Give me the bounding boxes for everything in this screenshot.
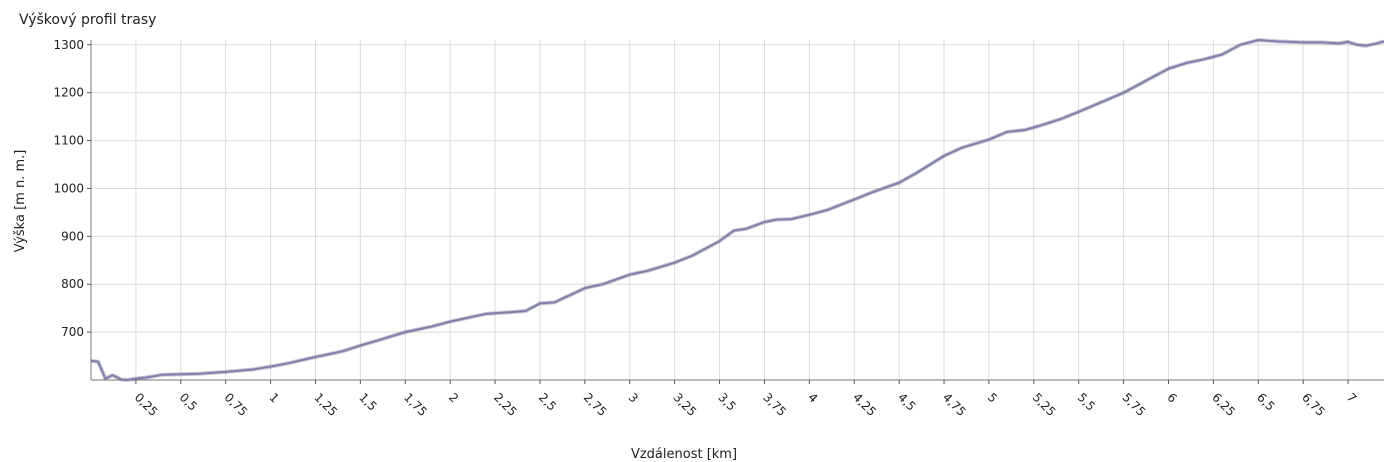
x-tick-label: 5,5 bbox=[1075, 390, 1098, 413]
grid-layer bbox=[91, 40, 1384, 380]
x-tick-label: 0,5 bbox=[177, 390, 200, 413]
elevation-line-shadow bbox=[90, 38, 1384, 382]
x-tick-label: 1,75 bbox=[401, 390, 430, 419]
x-tick-label: 1,25 bbox=[311, 390, 340, 419]
x-tick-label: 3,25 bbox=[671, 390, 700, 419]
x-tick-label: 2,25 bbox=[491, 390, 520, 419]
x-tick-label: 3 bbox=[626, 390, 641, 405]
x-tick-label: 2 bbox=[446, 390, 461, 405]
y-tick-label: 700 bbox=[61, 325, 84, 339]
x-tick-label: 6,5 bbox=[1254, 390, 1277, 413]
x-tick-label: 6,75 bbox=[1299, 390, 1328, 419]
y-tick-label: 1300 bbox=[53, 38, 84, 52]
x-tick-label: 4,25 bbox=[850, 390, 879, 419]
chart-title: Výškový profil trasy bbox=[19, 12, 157, 28]
x-tick-label: 5,25 bbox=[1030, 390, 1059, 419]
x-tick-label: 1,5 bbox=[356, 390, 379, 413]
ticks-layer: 700 800 900 1000 1100 1200 1300 0,25 0,5 0,75 1 1,2… bbox=[53, 38, 1359, 419]
x-tick-label: 1 bbox=[266, 390, 281, 405]
x-tick-label: 0,75 bbox=[222, 390, 251, 419]
x-tick-label: 6,25 bbox=[1209, 390, 1238, 419]
elevation-line bbox=[90, 39, 1384, 381]
y-tick-label: 1100 bbox=[53, 134, 84, 148]
x-tick-label: 3,75 bbox=[760, 390, 789, 419]
y-tick-label: 1200 bbox=[53, 86, 84, 100]
x-tick-label: 4 bbox=[805, 390, 820, 405]
x-tick-label: 5 bbox=[985, 390, 1000, 405]
x-axis-label: Vzdálenost [km] bbox=[631, 447, 737, 462]
y-tick-label: 900 bbox=[61, 229, 84, 243]
x-tick-label: 7 bbox=[1344, 390, 1359, 405]
y-tick-label: 1000 bbox=[53, 181, 84, 195]
y-tick-label: 800 bbox=[61, 277, 84, 291]
y-axis-label: Výška [m n. m.] bbox=[13, 150, 28, 253]
x-tick-label: 2,75 bbox=[581, 390, 610, 419]
series-layer bbox=[90, 38, 1384, 382]
x-tick-label: 3,5 bbox=[715, 390, 738, 413]
x-tick-label: 4,5 bbox=[895, 390, 918, 413]
x-tick-label: 4,75 bbox=[940, 390, 969, 419]
x-tick-label: 5,75 bbox=[1119, 390, 1148, 419]
axes-layer bbox=[90, 40, 1384, 381]
x-tick-label: 2,5 bbox=[536, 390, 559, 413]
x-tick-label: 6 bbox=[1164, 390, 1179, 405]
x-tick-label: 0,25 bbox=[132, 390, 161, 419]
